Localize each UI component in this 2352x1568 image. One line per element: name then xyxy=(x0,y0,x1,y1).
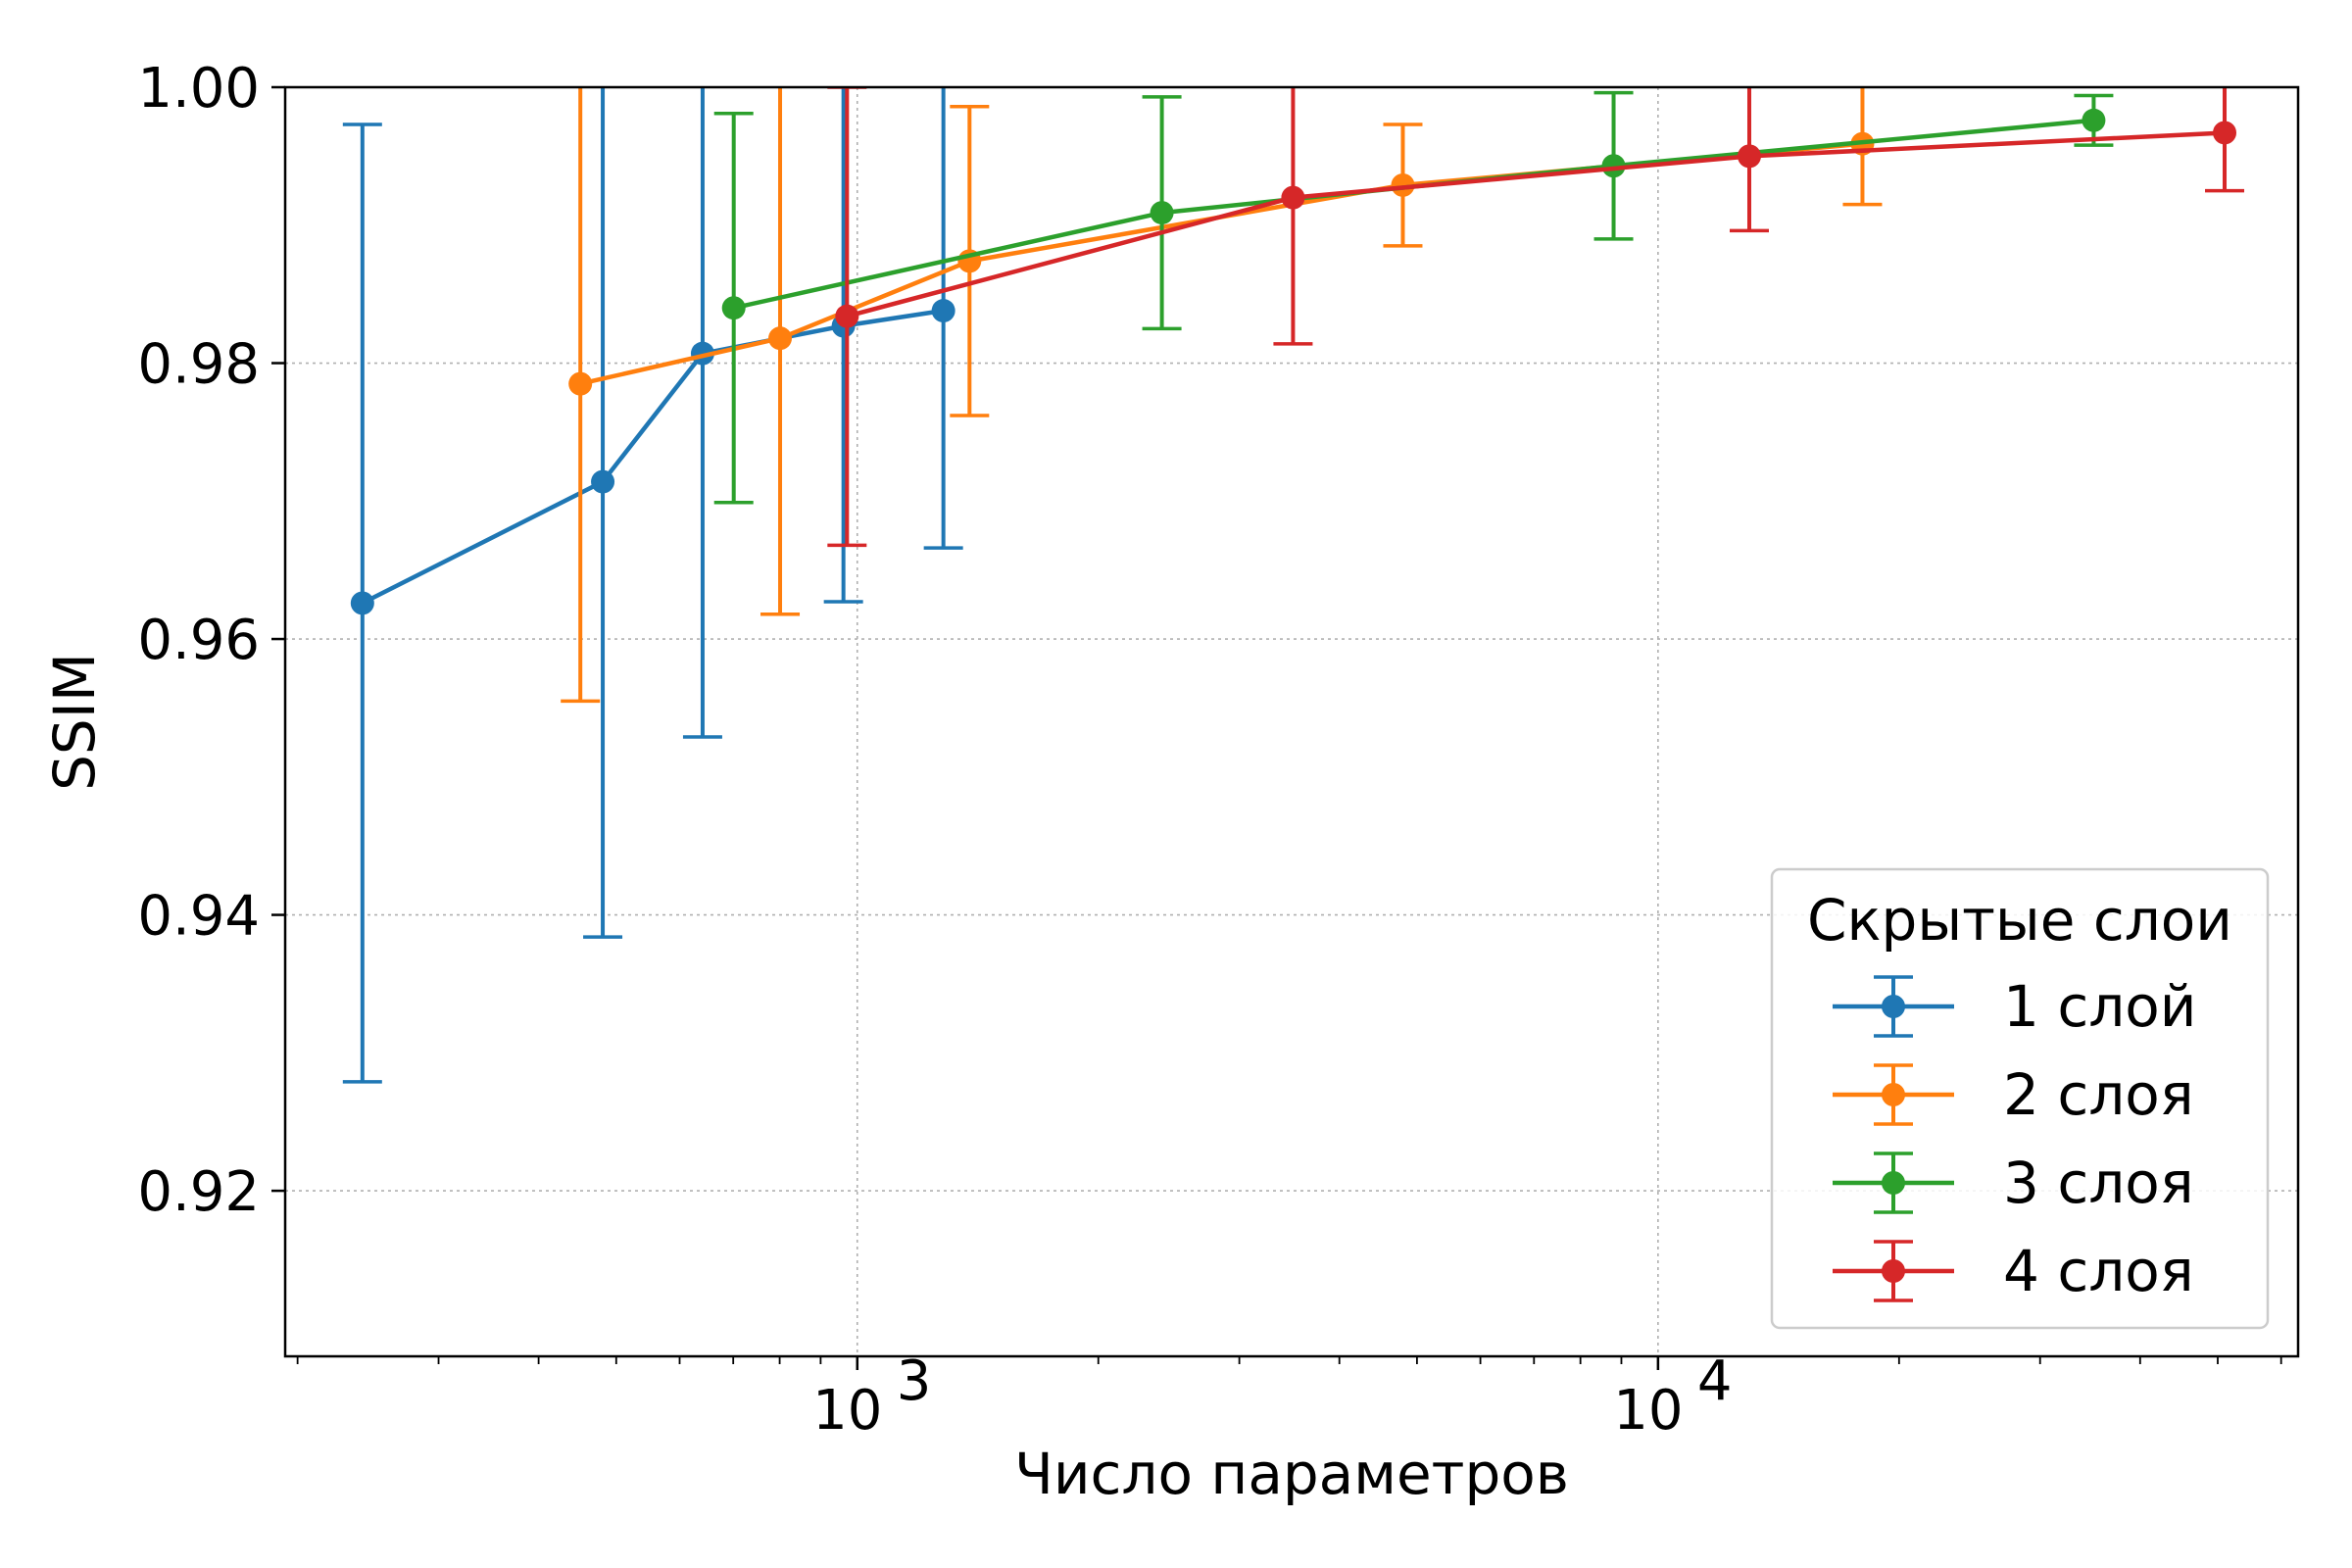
data-point xyxy=(1601,154,1626,178)
data-point xyxy=(350,591,374,615)
legend-label: 2 слоя xyxy=(2003,1061,2194,1128)
legend-entry: 1 слой xyxy=(1833,973,2196,1040)
data-point xyxy=(2082,108,2106,132)
series-4 xyxy=(827,87,2245,548)
y-axis-label: SSIM xyxy=(41,653,108,791)
data-point xyxy=(2213,121,2237,145)
data-point xyxy=(721,296,746,320)
series-line xyxy=(579,141,1863,386)
y-tick-label: 0.96 xyxy=(137,609,260,672)
data-point xyxy=(568,371,593,396)
legend-label: 4 слоя xyxy=(2003,1238,2194,1304)
x-tick-exponent: 3 xyxy=(897,1349,932,1413)
legend-label: 3 слоя xyxy=(2003,1150,2194,1216)
data-point xyxy=(835,304,859,328)
legend-entry: 4 слоя xyxy=(1833,1238,2194,1304)
data-point xyxy=(1281,185,1305,210)
legend-marker xyxy=(1882,995,1905,1018)
data-point xyxy=(591,469,615,494)
data-point xyxy=(768,326,793,351)
legend-marker xyxy=(1882,1259,1905,1283)
y-tick-label: 0.98 xyxy=(137,333,260,397)
x-axis-label: Число параметров xyxy=(1014,1441,1569,1507)
legend-entry: 3 слоя xyxy=(1833,1150,2194,1216)
x-tick-exponent: 4 xyxy=(1697,1349,1733,1413)
plot-area xyxy=(342,87,2245,1084)
legend-entries: 1 слой 2 слоя 3 слоя 4 слоя xyxy=(1833,973,2196,1304)
y-tick-label: 0.92 xyxy=(137,1160,260,1224)
legend-label: 1 слой xyxy=(2003,973,2196,1040)
grid xyxy=(285,87,2298,1356)
data-point xyxy=(1737,144,1761,169)
data-point xyxy=(1391,172,1415,197)
legend-title: Скрытые слои xyxy=(1807,887,2232,954)
legend-marker xyxy=(1882,1171,1905,1195)
data-point xyxy=(931,299,956,323)
legend: Скрытые слои 1 слой 2 слоя 3 слоя 4 слоя xyxy=(1770,867,2270,1330)
x-tick-label: 10 xyxy=(1613,1379,1683,1443)
y-tick-label: 1.00 xyxy=(137,57,260,121)
series-line xyxy=(846,130,2226,318)
plot-frame xyxy=(283,85,2300,1358)
data-point xyxy=(1150,201,1174,225)
x-tick-label: 10 xyxy=(812,1379,882,1443)
y-tick-label: 0.94 xyxy=(137,885,260,949)
series-1 xyxy=(342,87,963,1084)
legend-entry: 2 слоя xyxy=(1833,1061,2194,1128)
legend-marker xyxy=(1882,1083,1905,1106)
series-line xyxy=(361,308,944,606)
